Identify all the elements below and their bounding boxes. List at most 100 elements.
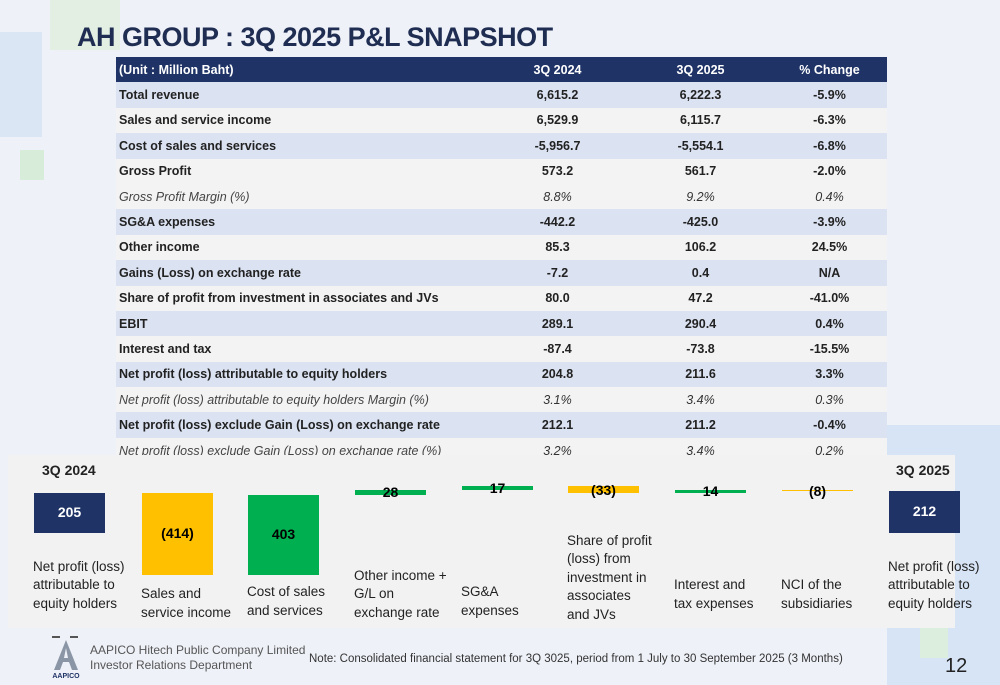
value-3q2024: -5,956.7 bbox=[486, 133, 629, 159]
row-label: Net profit (loss) attributable to equity… bbox=[116, 387, 486, 413]
waterfall-chart: 205 Net profit (loss) attributable to equ… bbox=[8, 455, 980, 628]
pct-change: N/A bbox=[772, 260, 887, 286]
table-row: Net profit (loss) attributable to equity… bbox=[116, 387, 887, 413]
row-label: EBIT bbox=[116, 310, 486, 337]
footer-company: AAPICO Hitech Public Company Limited Inv… bbox=[90, 643, 305, 673]
increase-bar bbox=[675, 489, 746, 493]
col-3q2024-header: 3Q 2024 bbox=[486, 57, 629, 83]
table-row: Total revenue 6,615.2 6,222.3 -5.9% bbox=[116, 82, 887, 108]
table-row: Interest and tax -87.4 -73.8 -15.5% bbox=[116, 336, 887, 362]
category-label: NCI of the subsidiaries bbox=[781, 577, 853, 611]
decrease-bar bbox=[782, 489, 853, 492]
increase-bar bbox=[248, 495, 319, 575]
row-label: Sales and service income bbox=[116, 107, 486, 134]
value-3q2025: -73.8 bbox=[629, 336, 772, 362]
col-3q2025-header: 3Q 2025 bbox=[629, 57, 772, 83]
increase-bar bbox=[462, 486, 533, 490]
value-3q2024: 3.1% bbox=[486, 387, 629, 413]
table-row: Other income 85.3 106.2 24.5% bbox=[116, 234, 887, 261]
category-label: SG&A expenses bbox=[461, 584, 519, 618]
value-3q2025: 6,222.3 bbox=[629, 82, 772, 108]
pct-change: -3.9% bbox=[772, 209, 887, 235]
value-3q2025: 0.4 bbox=[629, 260, 772, 286]
pct-change: -6.3% bbox=[772, 107, 887, 134]
data-label: 212 bbox=[912, 503, 937, 519]
category-label: Interest and tax expenses bbox=[674, 577, 754, 611]
footnote: Note: Consolidated financial statement f… bbox=[309, 653, 843, 665]
value-3q2025: 47.2 bbox=[629, 285, 772, 311]
value-3q2025: 3.4% bbox=[629, 387, 772, 413]
total-bar bbox=[889, 491, 960, 533]
decrease-bar bbox=[568, 486, 639, 493]
value-3q2025: 211.2 bbox=[629, 412, 772, 438]
pct-change: 0.4% bbox=[772, 183, 887, 210]
row-label: Gains (Loss) on exchange rate bbox=[116, 260, 486, 286]
category-label: Cost of sales and services bbox=[247, 584, 326, 618]
value-3q2025: 9.2% bbox=[629, 183, 772, 210]
company-name: AAPICO Hitech Public Company Limited bbox=[90, 643, 306, 657]
svg-text:AAPICO: AAPICO bbox=[52, 673, 80, 680]
table-row: EBIT 289.1 290.4 0.4% bbox=[116, 310, 887, 337]
row-label: Cost of sales and services bbox=[116, 133, 486, 159]
page-number: 12 bbox=[945, 655, 968, 677]
table-row: Sales and service income 6,529.9 6,115.7 -6… bbox=[116, 107, 887, 134]
start-year-label: 3Q 2024 bbox=[42, 462, 96, 478]
data-label: 205 bbox=[57, 504, 82, 520]
row-label: Share of profit from investment in assoc… bbox=[116, 285, 486, 311]
value-3q2024: -87.4 bbox=[486, 336, 629, 362]
decor-block bbox=[50, 0, 120, 50]
category-label: Net profit (loss) attributable to equity… bbox=[33, 558, 125, 611]
value-3q2025: 106.2 bbox=[629, 234, 772, 261]
table-row: Gains (Loss) on exchange rate -7.2 0.4 N/A bbox=[116, 260, 887, 286]
pct-change: -2.0% bbox=[772, 158, 887, 184]
value-3q2025: 6,115.7 bbox=[629, 107, 772, 134]
data-label: 403 bbox=[271, 525, 296, 542]
row-label: Net profit (loss) exclude Gain (Loss) on… bbox=[116, 412, 486, 438]
aapico-logo: AAPICO bbox=[52, 636, 80, 680]
value-3q2024: 204.8 bbox=[486, 361, 629, 388]
data-label: 28 bbox=[382, 484, 399, 501]
page-title: AH GROUP : 3Q 2025 P&L SNAPSHOT bbox=[77, 22, 553, 52]
pct-change: -6.8% bbox=[772, 133, 887, 159]
pct-change: 0.3% bbox=[772, 387, 887, 413]
department-name: Investor Relations Department bbox=[90, 658, 253, 672]
pl-table: (Unit : Million Baht) 3Q 2024 3Q 2025% Cha… bbox=[116, 57, 887, 464]
category-label: Other income + G/L on exchange rate bbox=[354, 567, 447, 620]
decrease-bar bbox=[142, 493, 213, 575]
table-row: Share of profit from investment in assoc… bbox=[116, 285, 887, 311]
data-label: 17 bbox=[489, 479, 506, 496]
pct-change: 24.5% bbox=[772, 234, 887, 261]
data-label: (414) bbox=[161, 524, 194, 541]
value-3q2024: -442.2 bbox=[486, 209, 629, 235]
value-3q2025: 211.6 bbox=[629, 361, 772, 388]
decor-block bbox=[0, 32, 42, 137]
table-row: SG&A expenses -442.2 -425.0 -3.9% bbox=[116, 209, 887, 235]
value-3q2024: 212.1 bbox=[486, 412, 629, 438]
value-3q2024: 6,529.9 bbox=[486, 107, 629, 134]
table-row: Gross Profit 573.2 561.7 -2.0% bbox=[116, 158, 887, 184]
row-label: Gross Profit bbox=[116, 158, 486, 184]
row-label: SG&A expenses bbox=[116, 209, 486, 235]
table-row: Gross Profit Margin (%) 8.8% 9.2% 0.4% bbox=[116, 183, 887, 210]
table-row: Cost of sales and services -5,956.7 -5,554… bbox=[116, 133, 887, 159]
row-label: Gross Profit Margin (%) bbox=[116, 183, 486, 210]
value-3q2024: 6,615.2 bbox=[486, 82, 629, 108]
category-label: Sales and service income bbox=[141, 586, 232, 620]
end-year-label: 3Q 2025 bbox=[896, 462, 950, 478]
value-3q2024: 8.8% bbox=[486, 183, 629, 210]
value-3q2024: 85.3 bbox=[486, 234, 629, 261]
data-label: 14 bbox=[702, 483, 719, 500]
value-3q2025: 290.4 bbox=[629, 310, 772, 337]
value-3q2024: -7.2 bbox=[486, 260, 629, 286]
pct-change: -41.0% bbox=[772, 285, 887, 311]
pct-change: 3.3% bbox=[772, 361, 887, 388]
value-3q2025: 561.7 bbox=[629, 158, 772, 184]
value-3q2024: 289.1 bbox=[486, 310, 629, 337]
value-3q2024: 573.2 bbox=[486, 158, 629, 184]
value-3q2024: 80.0 bbox=[486, 285, 629, 311]
row-label: Net profit (loss) attributable to equity… bbox=[116, 361, 486, 388]
pct-change-header: % Change bbox=[772, 57, 887, 83]
increase-bar bbox=[355, 489, 426, 496]
table-row: Net profit (loss) exclude Gain (Loss) on… bbox=[116, 412, 887, 438]
pct-change: -5.9% bbox=[772, 82, 887, 108]
